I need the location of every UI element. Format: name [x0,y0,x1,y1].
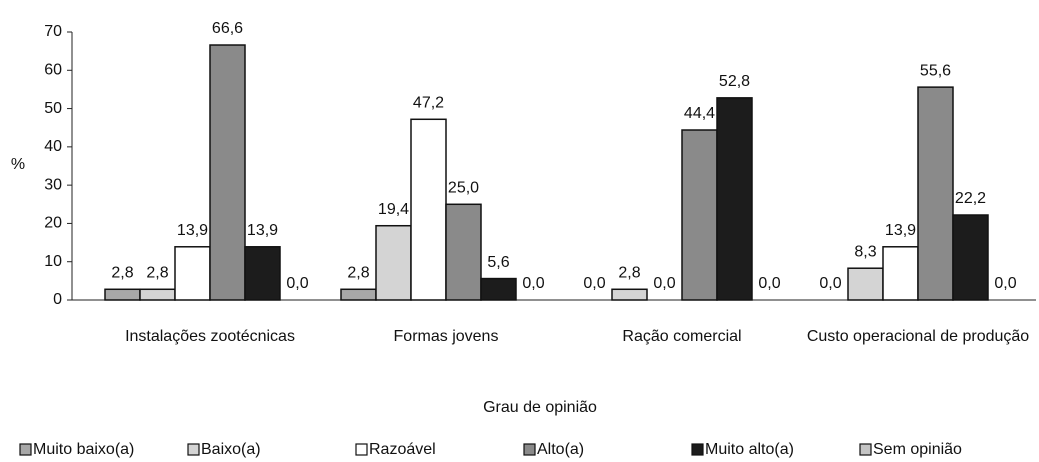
data-label: 0,0 [522,275,544,292]
y-tick-label: 0 [53,291,62,308]
data-label: 47,2 [413,95,444,112]
bar [681,129,718,301]
data-label: 25,0 [448,180,479,197]
bar [445,203,482,301]
legend-swatch [523,443,536,456]
data-label: 19,4 [378,201,409,218]
data-label: 2,8 [111,264,133,281]
bar [952,214,989,301]
bar [340,288,377,301]
data-label: 13,9 [247,222,278,239]
x-axis-title: Grau de opinião [483,399,597,416]
legend-label: Razoável [369,441,436,458]
legend-swatch [355,443,368,456]
bar [410,118,447,301]
data-label: 0,0 [286,275,308,292]
bar [847,267,884,301]
legend-label: Sem opinião [873,441,962,458]
data-label: 2,8 [146,264,168,281]
bar [174,246,211,301]
legend-swatch [859,443,872,456]
data-label: 0,0 [653,275,675,292]
bar [882,246,919,301]
data-label: 0,0 [583,275,605,292]
y-tick-label: 30 [44,176,62,193]
data-label: 66,6 [212,20,243,37]
legend-swatch [19,443,32,456]
legend-label: Alto(a) [537,441,584,458]
bar [716,97,753,301]
x-tick-label: Formas jovens [393,328,499,345]
data-label: 0,0 [819,275,841,292]
legend-swatch [691,443,704,456]
legend-swatch [187,443,200,456]
bar [375,224,412,301]
data-label: 2,8 [347,264,369,281]
bar [917,86,954,301]
x-tick-label: Ração comercial [622,328,742,345]
y-tick-label: 60 [44,62,62,79]
bar [104,288,141,301]
legend-label: Muito baixo(a) [33,441,134,458]
legend-label: Baixo(a) [201,441,261,458]
data-label: 55,6 [920,62,951,79]
data-label: 0,0 [994,275,1016,292]
y-tick-label: 70 [44,23,62,40]
y-tick-label: 10 [44,253,62,270]
bar [244,246,281,301]
y-axis-title: % [11,156,25,173]
data-label: 52,8 [719,73,750,90]
bar [611,288,648,301]
data-label: 5,6 [487,254,509,271]
data-label: 8,3 [854,243,876,260]
y-tick-label: 50 [44,100,62,117]
x-tick-label: Instalações zootécnicas [125,328,295,345]
data-label: 44,4 [684,105,715,122]
bar [139,288,176,301]
bar [209,44,246,301]
data-label: 2,8 [618,264,640,281]
data-label: 13,9 [885,222,916,239]
x-tick-label: Custo operacional de produção [806,328,1030,345]
data-label: 13,9 [177,222,208,239]
bar [480,277,517,301]
y-tick-label: 20 [44,215,62,232]
data-label: 22,2 [955,190,986,207]
data-label: 0,0 [758,275,780,292]
legend-label: Muito alto(a) [705,441,794,458]
y-tick-label: 40 [44,138,62,155]
